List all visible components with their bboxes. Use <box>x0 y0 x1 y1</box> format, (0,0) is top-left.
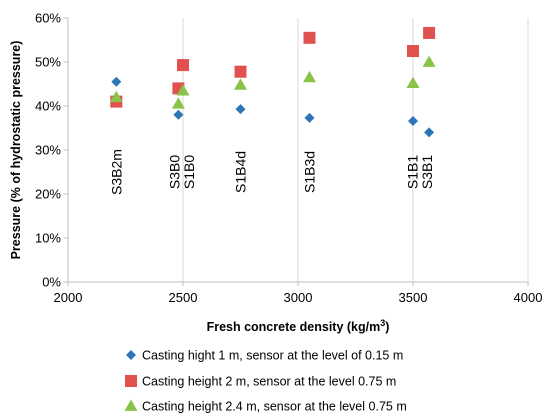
point-annotation: S3B2m <box>108 149 124 195</box>
legend-label: Casting height 2 m, sensor at the level … <box>142 375 396 389</box>
y-tick-label: 30% <box>35 143 61 158</box>
data-point-diamond <box>424 127 435 138</box>
y-tick-label: 60% <box>35 11 61 26</box>
x-tick-label: 2500 <box>169 290 198 305</box>
legend-marker-triangle <box>124 399 138 411</box>
data-point-triangle <box>303 70 316 83</box>
data-point-triangle <box>422 55 436 67</box>
point-annotation: S1B3d <box>302 151 318 193</box>
y-tick-label: 10% <box>35 231 61 246</box>
data-point-square <box>407 45 419 57</box>
data-point-triangle <box>176 84 190 96</box>
y-tick-label: 20% <box>35 187 61 202</box>
data-point-square <box>303 31 316 44</box>
data-points <box>109 26 436 138</box>
legend-marker-square <box>125 375 137 387</box>
y-tick-label: 50% <box>35 55 61 70</box>
data-point-diamond <box>173 109 184 120</box>
legend: Casting hight 1 m, sensor at the level o… <box>124 349 407 414</box>
point-annotation: S1B1 <box>404 155 420 189</box>
legend-marker-diamond <box>126 350 136 360</box>
data-point-square <box>234 65 247 78</box>
point-annotation: S1B0 <box>181 155 197 189</box>
grid <box>182 18 529 282</box>
data-point-square <box>423 26 436 39</box>
data-point-triangle <box>171 97 185 109</box>
data-point-triangle <box>406 76 420 88</box>
x-tick-label: 3000 <box>284 290 313 305</box>
y-tick-label: 0% <box>42 275 61 290</box>
data-point-diamond <box>111 76 122 87</box>
point-annotation: S3B1 <box>419 155 435 189</box>
legend-label: Casting hight 1 m, sensor at the level o… <box>142 349 403 363</box>
legend-label: Casting height 2.4 m, sensor at the leve… <box>142 400 407 414</box>
y-axis-title: Pressure (% of hydrostatic pressure) <box>9 41 23 260</box>
y-tick-label: 40% <box>35 99 61 114</box>
data-point-triangle <box>234 78 247 90</box>
x-axis-title: Fresh concrete density (kg/m3) <box>207 318 390 334</box>
x-tick-label: 3500 <box>399 290 428 305</box>
point-annotation: S1B4d <box>233 151 249 193</box>
data-point-diamond <box>304 112 315 123</box>
data-point-triangle <box>109 90 123 103</box>
x-tick-label: 4000 <box>514 290 543 305</box>
point-annotation: S3B0 <box>166 155 182 189</box>
x-tick-label: 2000 <box>54 290 83 305</box>
data-point-diamond <box>235 104 246 115</box>
data-point-square <box>177 59 189 72</box>
axes: 0% 10% 20% 30% 40% 50% 60% 2000 2500 3000 3500 4000… <box>9 11 542 335</box>
data-point-diamond <box>408 115 418 126</box>
